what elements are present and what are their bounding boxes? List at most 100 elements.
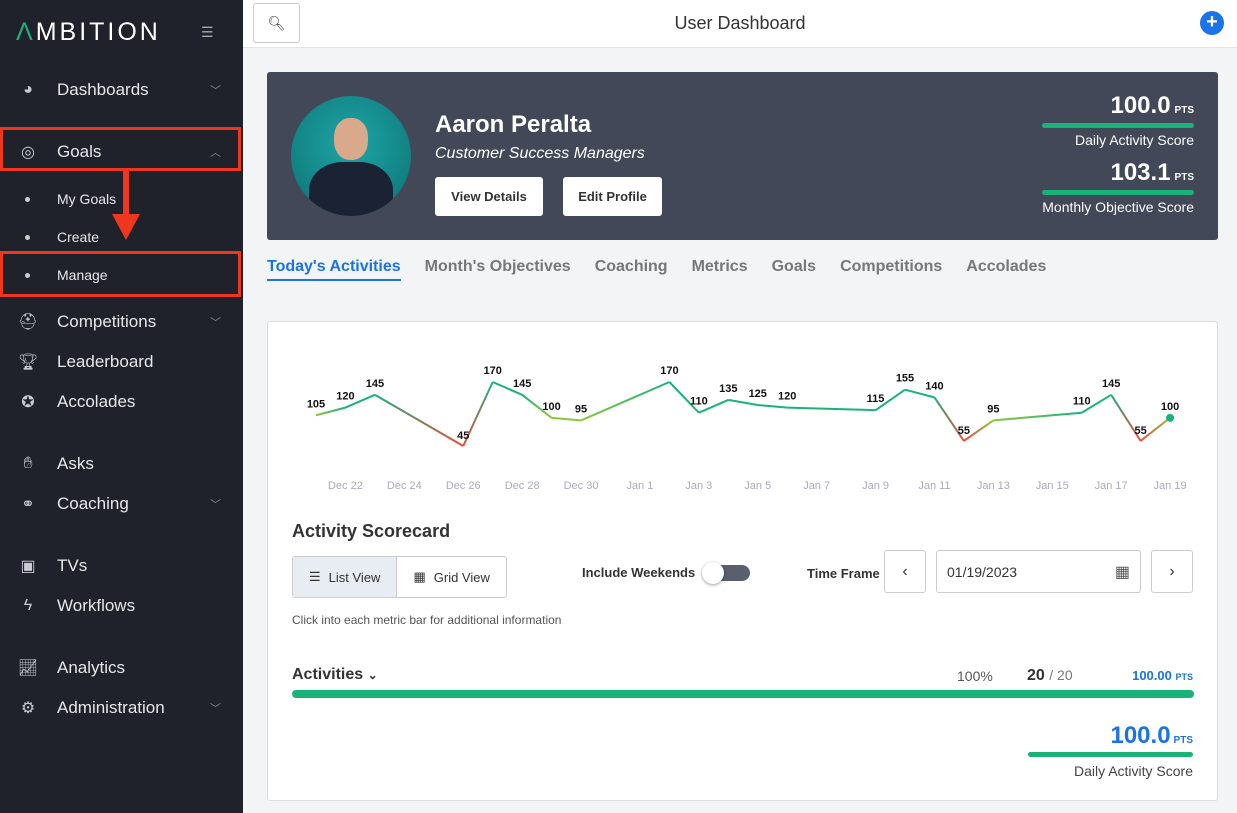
sidebar-item-coaching[interactable]: ⚭ Coaching ﹀ — [0, 484, 243, 524]
sidebar-item-leaderboard[interactable]: 🏆︎ Leaderboard — [0, 342, 243, 382]
label: Accolades — [57, 392, 136, 411]
data-label: 105 — [307, 398, 325, 410]
sidebar-item-competitions[interactable]: ⛑ Competitions ﹀ — [0, 302, 243, 342]
tab-metrics[interactable]: Metrics — [691, 258, 748, 275]
data-label: 45 — [457, 430, 469, 442]
include-weekends-toggle[interactable] — [702, 562, 750, 584]
x-tick-label: Jan 13 — [977, 480, 1010, 492]
score-value: 100.0 — [1110, 722, 1171, 749]
arrow-annotation-icon — [112, 170, 140, 240]
tab-coaching[interactable]: Coaching — [594, 258, 668, 275]
line-segment — [698, 399, 729, 414]
hand-icon: ✋︎ — [23, 455, 33, 472]
gears-icon: ⚙ — [20, 700, 36, 717]
search-icon: 🔍︎ — [267, 14, 286, 31]
current-point[interactable] — [1166, 413, 1175, 422]
count: 20 — [1027, 667, 1045, 684]
edit-profile-button[interactable]: Edit Profile — [563, 177, 662, 216]
sidebar-item-accolades[interactable]: ✪ Accolades — [0, 382, 243, 422]
label: Grid View — [433, 569, 490, 585]
user-name: Aaron Peralta — [435, 111, 592, 138]
x-tick-label: Jan 7 — [803, 480, 830, 492]
data-label: 145 — [366, 378, 384, 390]
tab-competitions[interactable]: Competitions — [840, 258, 943, 275]
x-tick-label: Dec 22 — [328, 480, 363, 492]
logo[interactable]: ΛMBITION — [16, 18, 161, 46]
data-label: 125 — [749, 388, 767, 400]
chevron-down-icon: ﹀ — [210, 85, 221, 97]
sidebar-sub-my-goals[interactable]: My Goals — [0, 181, 243, 217]
line-segment — [492, 381, 523, 396]
sidebar-sub-create[interactable]: Create — [0, 219, 243, 255]
trophy-icon: 🏆︎ — [17, 354, 39, 371]
sidebar-item-goals[interactable]: ◎ Goals ︿ — [0, 132, 243, 172]
calendar-icon[interactable]: ▦ — [1114, 564, 1130, 581]
target-icon: ◎ — [21, 144, 35, 161]
label: Goals — [57, 142, 102, 161]
time-frame-label: Time Frame — [807, 566, 880, 581]
tab-bar: Today's Activities Month's Objectives Co… — [267, 258, 1046, 281]
score-value: 100.0 — [1110, 92, 1171, 119]
bolt-icon: ϟ — [23, 597, 33, 614]
view-details-button[interactable]: View Details — [435, 177, 543, 216]
x-tick-label: Dec 30 — [564, 480, 599, 492]
line-segment — [580, 381, 670, 422]
avatar — [291, 96, 411, 216]
line-segment — [1110, 394, 1142, 442]
data-label: 170 — [660, 365, 678, 377]
monthly-objective-score: 103.1 PTS Monthly Objective Score — [1042, 159, 1194, 215]
tab-accolades[interactable]: Accolades — [966, 258, 1047, 275]
tab-months-objectives[interactable]: Month's Objectives — [424, 258, 571, 275]
list-view-button[interactable]: ☰ List View — [293, 557, 398, 597]
sidebar-sub-manage[interactable]: Manage — [0, 257, 243, 293]
sidebar-item-tvs[interactable]: ▣ TVs — [0, 546, 243, 586]
hint-text: Click into each metric bar for additiona… — [292, 613, 562, 627]
previous-date-button[interactable]: ‹ — [884, 550, 926, 593]
sidebar-item-workflows[interactable]: ϟ Workflows — [0, 586, 243, 626]
tab-todays-activities[interactable]: Today's Activities — [267, 258, 401, 281]
label: Dashboards — [57, 80, 149, 99]
sidebar-item-administration[interactable]: ⚙ Administration ﹀ — [0, 688, 243, 728]
label: Activities — [292, 666, 364, 683]
medal-icon: ✪ — [21, 394, 35, 411]
next-date-button[interactable]: › — [1151, 550, 1193, 593]
search-button[interactable]: 🔍︎ — [253, 3, 300, 43]
data-label: 55 — [958, 425, 970, 437]
pts-unit: PTS — [1175, 672, 1193, 682]
sidebar-item-dashboards[interactable]: ◕ Dashboards ﹀ — [0, 70, 243, 110]
tab-goals[interactable]: Goals — [771, 258, 817, 275]
date-value: 01/19/2023 — [947, 564, 1018, 580]
chart-icon: 📈︎ — [17, 660, 39, 677]
line-segment — [374, 393, 464, 447]
data-label: 135 — [719, 383, 737, 395]
label: Create — [57, 229, 100, 245]
chevron-down-icon: ﹀ — [210, 703, 221, 715]
chevron-right-icon: › — [1169, 562, 1175, 580]
line-segment — [993, 411, 1082, 422]
label: Analytics — [57, 658, 126, 677]
line-segment — [521, 394, 553, 419]
activity-line-chart: 105 120 145 45 170 145 100 95 170 110 135 125 120 115… — [307, 365, 1187, 492]
grid-view-button[interactable]: ▦ Grid View — [397, 557, 505, 597]
data-label: 120 — [336, 391, 354, 403]
activities-toggle[interactable]: Activities ⌄ — [292, 666, 378, 684]
date-input[interactable]: 01/19/2023 ▦ — [936, 550, 1141, 593]
label: TVs — [57, 556, 88, 575]
collapse-menu-icon[interactable]: ☰ — [201, 24, 214, 40]
line-segment — [757, 404, 788, 409]
include-weekends-label: Include Weekends — [582, 565, 696, 580]
sidebar-item-asks[interactable]: ✋︎ Asks — [0, 444, 243, 484]
activities-progress-bar[interactable] — [292, 690, 1194, 698]
add-button[interactable]: + — [1200, 11, 1224, 35]
label: Manage — [57, 267, 108, 283]
data-label: 145 — [1102, 378, 1120, 390]
highlight-box-manage — [0, 251, 241, 297]
line-segment — [1139, 417, 1171, 442]
data-label: 95 — [575, 403, 587, 415]
x-tick-label: Jan 19 — [1154, 480, 1187, 492]
pts-unit: PTS — [1174, 172, 1194, 183]
line-segment — [315, 406, 346, 417]
sidebar-item-analytics[interactable]: 📈︎ Analytics — [0, 648, 243, 688]
data-label: 100 — [542, 401, 560, 413]
gauge-icon: ◕ — [23, 81, 33, 98]
